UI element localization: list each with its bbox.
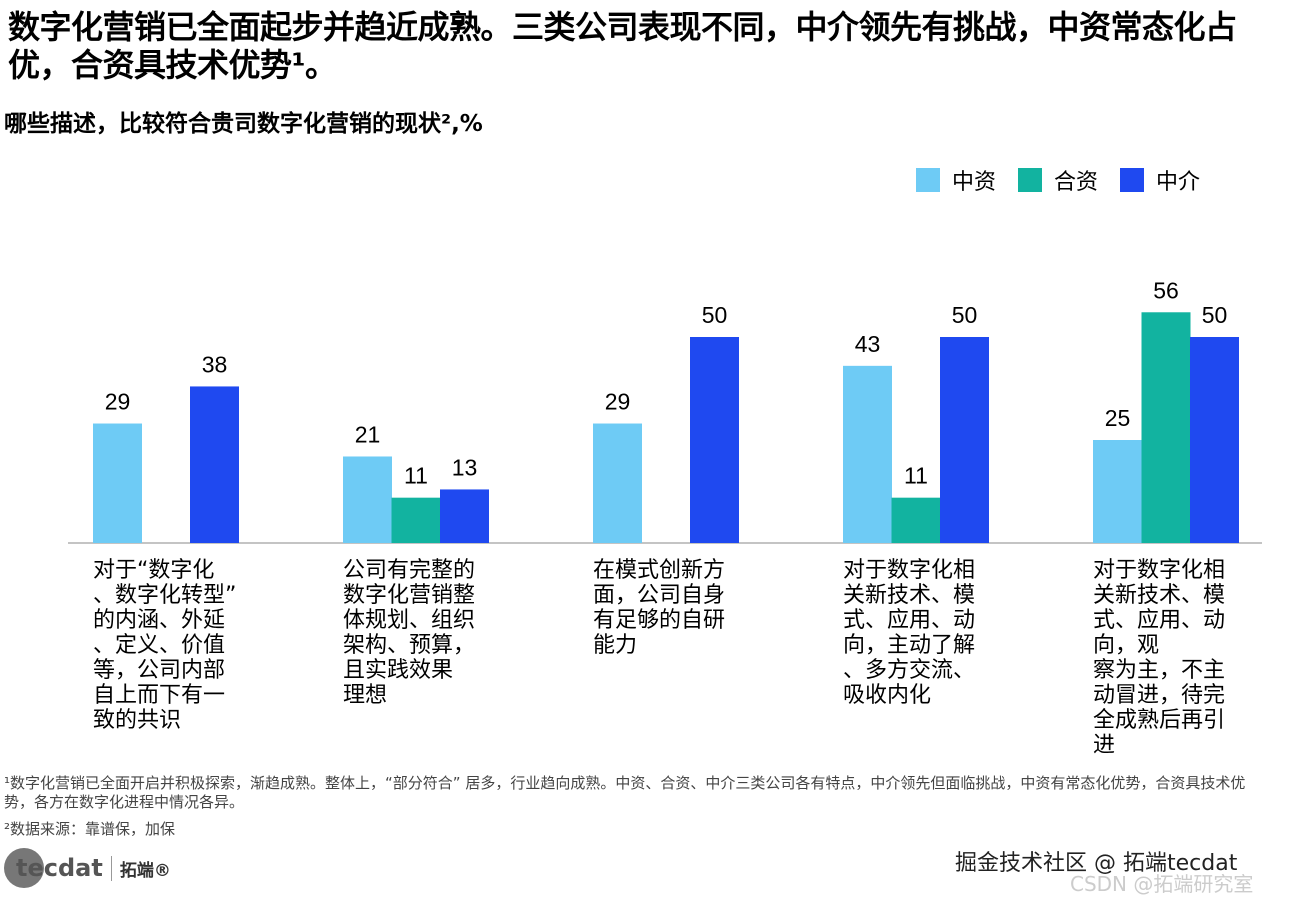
watermark: CSDN @拓端研究室: [1070, 872, 1254, 896]
footnote-1: ¹数字化营销已全面开启并积极探索，渐趋成熟。整体上，“部分符合” 居多，行业趋向…: [4, 774, 1246, 811]
bar-chart: 29 38 21 11 13 29 50 43 11 50 25 56 50: [68, 277, 1262, 544]
legend-item: 中资: [916, 164, 996, 196]
legend-label: 中资: [952, 170, 997, 195]
legend-item: 中介: [1120, 164, 1200, 196]
legend-label: 合资: [1054, 170, 1099, 195]
category-label: 对于数字化相 关新技术、模 式、应用、动 向，主动了解 、多方交流、 吸收内化: [843, 558, 976, 708]
legend: 中资 合资 中介: [916, 164, 1200, 196]
category-label: 对于“数字化 、数字化转型” 的内涵、外延 、定义、价值 等，公司内部 自上而下…: [93, 558, 237, 733]
data-label: 38: [202, 351, 228, 377]
data-label: 29: [105, 389, 131, 415]
bar: [391, 497, 441, 543]
bar: [1141, 312, 1191, 543]
bar: [343, 456, 392, 543]
data-label: 13: [452, 454, 478, 480]
category-label: 对于数字化相 关新技术、模 式、应用、动 向，观 察为主，不主 动冒进，待完 全…: [1093, 558, 1226, 758]
logo-brand: 拓端®: [110, 855, 171, 881]
data-label: 56: [1153, 277, 1179, 303]
data-label: 11: [904, 463, 928, 489]
bar: [940, 337, 989, 543]
bar: [93, 423, 142, 543]
legend-label: 中介: [1156, 170, 1201, 195]
bar: [440, 489, 489, 543]
data-label: 50: [952, 302, 978, 328]
logo-text: tecdat: [16, 854, 103, 882]
bar: [1190, 337, 1239, 543]
legend-item: 合资: [1018, 164, 1098, 196]
legend-swatch: [1120, 168, 1145, 192]
bar: [690, 337, 739, 543]
bar: [843, 365, 892, 543]
bar: [891, 497, 941, 543]
bar: [190, 386, 239, 543]
data-label: 43: [855, 331, 881, 357]
bar: [593, 423, 642, 543]
category-label: 在模式创新方 面，公司自身 有足够的自研 能力: [593, 558, 726, 658]
logo: tecdat 拓端®: [4, 848, 171, 888]
data-label: 29: [605, 389, 631, 415]
data-label: 50: [702, 302, 728, 328]
bar: [1093, 440, 1142, 543]
data-label: 11: [404, 463, 428, 489]
footnote-2: ²数据来源：靠谱保，加保: [4, 820, 176, 838]
category-label: 公司有完整的 数字化营销整 体规划、组织 架构、预算， 且实践效果 理想: [343, 558, 476, 708]
page-title: 数字化营销已全面起步并趋近成熟。三类公司表现不同，中介领先有挑战，中资常态化占优…: [8, 8, 1237, 84]
data-label: 25: [1105, 405, 1131, 431]
chart-subtitle: 哪些描述，比较符合贵司数字化营销的现状²,%: [4, 111, 483, 137]
data-label: 50: [1202, 302, 1228, 328]
watermark: 掘金技术社区 @ 拓端tecdat: [955, 851, 1238, 876]
data-label: 21: [355, 421, 381, 447]
legend-swatch: [1018, 168, 1043, 192]
legend-swatch: [916, 168, 940, 192]
